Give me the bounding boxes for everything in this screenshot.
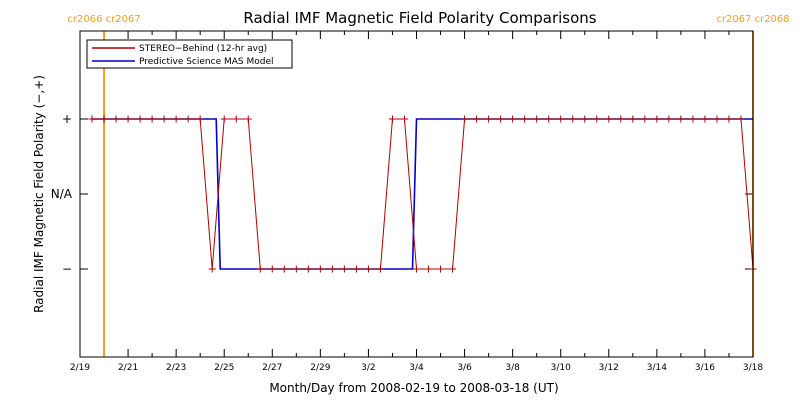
stereo-data-point [737, 115, 745, 123]
stereo-data-point [292, 265, 300, 273]
stereo-data-point [328, 265, 336, 273]
stereo-data-point [268, 265, 276, 273]
stereo-data-point [713, 115, 721, 123]
stereo-data-point [304, 265, 312, 273]
x-tick-label: 3/18 [743, 363, 763, 373]
legend-label-stereo: STEREO−Behind (12-hr avg) [139, 44, 267, 54]
stereo-data-point [581, 115, 589, 123]
x-tick-label: 2/27 [262, 363, 282, 373]
x-tick-label: 2/25 [214, 363, 234, 373]
stereo-data-point [208, 265, 216, 273]
y-tick-label: N/A [51, 187, 73, 201]
stereo-data-point [665, 115, 673, 123]
y-tick-label: + [62, 112, 72, 126]
stereo-data-point [725, 115, 733, 123]
stereo-data-point [605, 115, 613, 123]
stereo-data-point [425, 265, 433, 273]
stereo-data-point [124, 115, 132, 123]
stereo-data-point [364, 265, 372, 273]
stereo-data-point [376, 265, 384, 273]
stereo-data-point [316, 265, 324, 273]
x-tick-label: 3/12 [599, 363, 619, 373]
stereo-data-point [136, 115, 144, 123]
stereo-data-point [509, 115, 517, 123]
stereo-data-point [701, 115, 709, 123]
carrington-marker-label: cr2067 cr2068 [716, 14, 789, 25]
stereo-data-point [485, 115, 493, 123]
stereo-data-point [112, 115, 120, 123]
y-axis-label: Radial IMF Magnetic Field Polarity (−,+) [32, 75, 46, 313]
x-axis-label: Month/Day from 2008-02-19 to 2008-03-18 … [269, 381, 558, 395]
x-tick-label: 3/6 [457, 363, 472, 373]
stereo-data-point [569, 115, 577, 123]
x-tick-label: 3/2 [361, 363, 375, 373]
x-tick-label: 2/21 [118, 363, 138, 373]
stereo-data-point [497, 115, 505, 123]
stereo-data-point [473, 115, 481, 123]
stereo-data-point [557, 115, 565, 123]
stereo-data-point [653, 115, 661, 123]
stereo-data-point [629, 115, 637, 123]
stereo-data-point [521, 115, 529, 123]
chart-title: Radial IMF Magnetic Field Polarity Compa… [243, 9, 596, 27]
stereo-data-point [280, 265, 288, 273]
carrington-marker-label: cr2066 cr2067 [67, 14, 140, 25]
stereo-data-point [533, 115, 541, 123]
x-tick-label: 2/23 [166, 363, 186, 373]
stereo-data-point [232, 115, 240, 123]
x-tick-label: 3/4 [409, 363, 424, 373]
stereo-data-point [256, 265, 264, 273]
stereo-data-point [413, 265, 420, 273]
stereo-data-point [352, 265, 360, 273]
plot-area: + N/A − 2/19 2/21 2/23 2/25 2/27 2/29 3/2 3/4 3/6 3/… [51, 31, 763, 373]
stereo-data-point [593, 115, 601, 123]
plot-frame [79, 30, 754, 358]
stereo-data-point [400, 115, 408, 123]
stereo-data-point [388, 115, 396, 123]
legend-box [86, 39, 293, 69]
stereo-data-point [172, 115, 180, 123]
stereo-data-point [340, 265, 348, 273]
x-tick-label: 2/19 [70, 363, 90, 373]
stereo-data-point [689, 115, 697, 123]
stereo-data-point [437, 265, 445, 273]
legend-label-model: Predictive Science MAS Model [139, 57, 274, 67]
stereo-data-point [100, 115, 108, 123]
stereo-data-point [160, 115, 168, 123]
stereo-data-point [148, 115, 156, 123]
stereo-data-point [244, 115, 252, 123]
stereo-data-point [641, 115, 649, 123]
stereo-data-point [88, 115, 96, 123]
stereo-data-point [184, 115, 192, 123]
stereo-data-point [545, 115, 553, 123]
x-tick-label: 3/16 [695, 363, 715, 373]
stereo-data-point [196, 115, 204, 123]
x-tick-label: 3/8 [505, 363, 520, 373]
stereo-data-point [461, 115, 469, 123]
x-tick-label: 3/10 [551, 363, 571, 373]
stereo-data-point [449, 265, 457, 273]
stereo-data-point [677, 115, 685, 123]
stereo-data-point [617, 115, 625, 123]
legend: STEREO−Behind (12-hr avg) Predictive Sci… [86, 39, 293, 69]
stereo-data-point [220, 115, 228, 123]
y-tick-label: − [62, 262, 72, 276]
x-tick-label: 3/14 [647, 363, 667, 373]
x-tick-label: 2/29 [310, 363, 330, 373]
